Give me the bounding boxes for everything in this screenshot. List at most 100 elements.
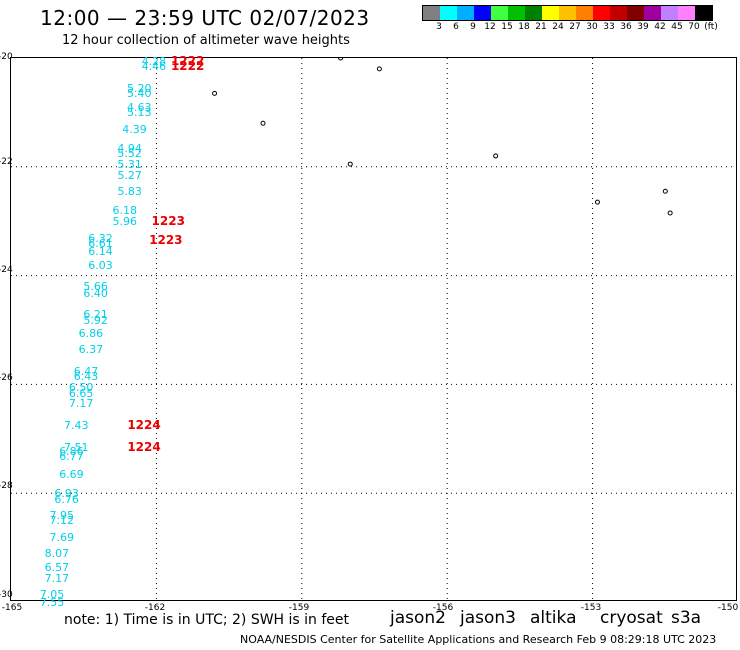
y-tick-label: -22 <box>0 157 13 167</box>
swh-label: 6.86 <box>78 326 104 340</box>
legend-label: 70 <box>688 22 700 32</box>
time-label: 1224 <box>127 439 161 454</box>
legend-swatch <box>440 6 457 20</box>
swh-label: 4.28 <box>141 54 167 68</box>
legend-swatch <box>593 6 610 20</box>
satellite-altika: altika <box>530 608 577 628</box>
swh-label: 6.77 <box>59 450 84 464</box>
swh-label: 6.47 <box>73 364 99 378</box>
swh-label: 4.63 <box>127 100 152 114</box>
chart-subtitle: 12 hour collection of altimeter wave hei… <box>62 33 350 48</box>
legend-label: 33 <box>603 22 615 32</box>
legend-label: 9 <box>470 22 476 32</box>
island-outline <box>594 199 600 205</box>
color-legend-labels: 3 6 9 12 15 18 21 24 27 30 33 36 39 42 45 70 (ft) <box>422 22 740 34</box>
legend-swatch <box>576 6 593 20</box>
satellite-cryosat: cryosat <box>600 608 663 628</box>
swh-label: 6.76 <box>54 492 79 506</box>
time-label: 1222 <box>170 53 205 68</box>
legend-label: 18 <box>518 22 530 32</box>
time-label: 1222 <box>170 59 205 74</box>
legend-label: 42 <box>654 22 666 32</box>
swh-label: 6.93 <box>54 487 79 501</box>
y-tick-label: -30 <box>0 590 13 600</box>
swh-label: 5.66 <box>83 280 108 294</box>
legend-swatch <box>559 6 576 20</box>
swh-label: 7.17 <box>68 397 94 411</box>
swh-label: 7.12 <box>49 514 75 528</box>
island-outline <box>376 66 382 72</box>
swh-label: 6.32 <box>88 231 113 245</box>
legend-label: 6 <box>453 22 459 32</box>
swh-label: 6.43 <box>73 370 99 384</box>
x-tick-label: -162 <box>144 603 166 613</box>
swh-label: 5.13 <box>127 106 152 120</box>
swh-label: 4.46 <box>141 60 167 74</box>
swh-label: 5.96 <box>112 215 138 229</box>
legend-label: 39 <box>637 22 649 32</box>
legend-swatch <box>542 6 559 20</box>
island-outline <box>260 120 266 126</box>
swh-label: 6.40 <box>83 287 108 300</box>
map-grid <box>11 58 738 602</box>
satellite-jason2: jason2 <box>390 608 446 628</box>
footer-credit: NOAA/NESDIS Center for Satellite Applica… <box>240 633 717 646</box>
time-label: 1224 <box>127 418 161 433</box>
y-tick-label: -24 <box>0 265 13 275</box>
legend-swatch <box>661 6 678 20</box>
legend-swatch <box>610 6 627 20</box>
x-tick-label: -159 <box>288 603 310 613</box>
legend-label: 45 <box>671 22 683 32</box>
swh-label: 5.40 <box>127 87 152 101</box>
legend-label: (ft) <box>704 22 718 32</box>
island-outline <box>338 58 344 61</box>
legend-label: 21 <box>535 22 547 32</box>
swh-label: 5.52 <box>117 147 142 161</box>
legend-label: 12 <box>484 22 496 32</box>
swh-label: 7.95 <box>49 508 75 522</box>
time-label: 1223 <box>149 233 183 248</box>
swh-label: 6.69 <box>59 468 84 482</box>
x-tick-label: -153 <box>580 603 602 613</box>
y-tick-label: -26 <box>0 373 13 383</box>
swh-label: 7.17 <box>44 571 70 585</box>
swh-label: 5.31 <box>117 158 142 172</box>
legend-swatch <box>678 6 695 20</box>
color-legend-bar <box>422 5 713 21</box>
legend-label: 36 <box>620 22 632 32</box>
legend-label: 15 <box>501 22 513 32</box>
legend-label: 27 <box>569 22 581 32</box>
legend-swatch <box>474 6 491 20</box>
units-note: note: 1) Time is in UTC; 2) SWH is in fe… <box>64 612 350 628</box>
swh-label: 6.50 <box>68 381 94 395</box>
legend-label: 30 <box>586 22 598 32</box>
legend-label: 24 <box>552 22 564 32</box>
swh-label: 6.57 <box>44 560 70 574</box>
x-tick-label: -165 <box>1 603 23 613</box>
chart-title: 12:00 — 23:59 UTC 02/07/2023 <box>40 6 370 30</box>
swh-label: 7.55 <box>39 596 65 609</box>
swh-label: 6.61 <box>88 236 113 250</box>
legend-swatch <box>508 6 525 20</box>
y-tick-label: -20 <box>0 52 13 62</box>
swh-label: 5.20 <box>127 81 152 95</box>
island-outline <box>662 188 668 194</box>
swh-label: 4.94 <box>117 141 142 155</box>
swh-label: 7.51 <box>64 440 89 454</box>
swh-label: 6.86 <box>59 444 84 458</box>
x-tick-label: -156 <box>432 603 454 613</box>
swh-label: 5.27 <box>117 168 142 182</box>
satellite-s3a: s3a <box>671 608 702 628</box>
swh-label: 5.83 <box>117 185 142 199</box>
swh-label: 6.14 <box>88 245 113 259</box>
swh-label: 6.21 <box>83 307 108 321</box>
legend-swatch <box>644 6 661 20</box>
swh-label: 7.69 <box>49 530 75 544</box>
swh-label: 4.39 <box>122 122 147 136</box>
legend-swatch <box>695 6 712 20</box>
island-outline <box>347 161 353 167</box>
legend-swatch <box>525 6 542 20</box>
legend-swatch <box>491 6 508 20</box>
y-tick-label: -28 <box>0 481 13 491</box>
legend-swatch <box>423 6 440 20</box>
